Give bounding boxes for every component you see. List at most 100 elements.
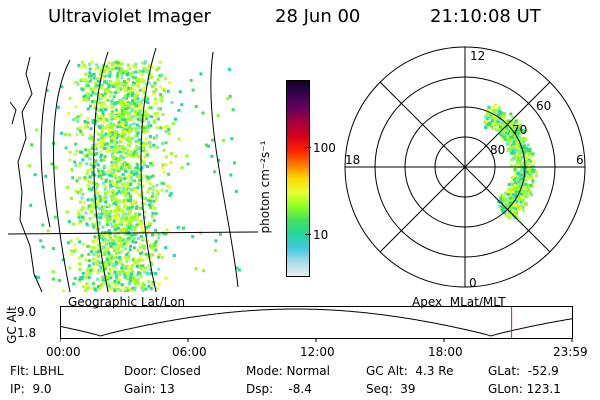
emission-pixel: [102, 147, 106, 150]
emission-pixel: [141, 78, 144, 82]
emission-pixel: [120, 109, 124, 113]
emission-pixel: [123, 110, 127, 113]
emission-pixel: [130, 94, 134, 97]
emission-pixel: [115, 287, 119, 291]
emission-pixel: [498, 109, 501, 113]
emission-pixel: [132, 152, 136, 156]
emission-pixel: [110, 171, 114, 175]
emission-pixel: [490, 113, 494, 117]
emission-pixel: [120, 112, 124, 116]
emission-pixel: [103, 95, 107, 99]
emission-pixel: [147, 264, 151, 268]
emission-pixel: [119, 228, 123, 232]
emission-pixel: [106, 277, 110, 281]
emission-pixel: [132, 277, 136, 281]
emission-pixel: [76, 82, 80, 86]
emission-pixel: [155, 125, 159, 129]
emission-pixel: [140, 149, 144, 152]
emission-pixel: [73, 152, 77, 156]
emission-pixel: [172, 254, 176, 257]
emission-pixel: [87, 180, 91, 184]
emission-pixel: [121, 210, 125, 214]
emission-pixel: [90, 147, 94, 150]
emission-pixel: [97, 244, 101, 247]
emission-pixel: [128, 126, 131, 130]
emission-pixel: [101, 277, 105, 281]
emission-pixel: [146, 175, 150, 179]
emission-pixel: [109, 194, 113, 198]
emission-pixel: [89, 250, 93, 253]
emission-pixel: [128, 208, 132, 212]
emission-pixel: [100, 108, 104, 112]
emission-pixel: [111, 137, 114, 141]
emission-pixel: [154, 244, 158, 248]
emission-pixel: [93, 76, 96, 80]
emission-pixel: [139, 235, 143, 239]
emission-pixel: [87, 264, 91, 268]
emission-pixel: [517, 124, 520, 128]
emission-pixel: [139, 275, 143, 279]
emission-pixel: [83, 86, 87, 90]
emission-pixel: [117, 158, 121, 162]
emission-pixel: [139, 264, 143, 268]
emission-pixel: [517, 152, 521, 156]
emission-pixel: [528, 190, 532, 194]
emission-pixel: [515, 209, 519, 213]
emission-pixel: [213, 249, 217, 252]
emission-pixel: [130, 136, 134, 140]
emission-pixel: [91, 143, 95, 147]
emission-pixel: [233, 161, 236, 165]
emission-pixel: [143, 215, 147, 219]
emission-pixel: [512, 147, 516, 151]
emission-pixel: [36, 276, 40, 279]
emission-pixel: [99, 84, 103, 88]
emission-pixel: [161, 112, 165, 116]
geographic-caption: Geographic Lat/Lon: [68, 295, 186, 309]
emission-pixel: [141, 79, 145, 83]
emission-pixel: [102, 158, 106, 162]
emission-pixel: [143, 60, 147, 64]
emission-pixel: [146, 198, 150, 202]
emission-pixel: [86, 184, 90, 188]
emission-pixel: [110, 139, 114, 143]
emission-pixel: [492, 109, 496, 112]
emission-pixel: [524, 182, 527, 186]
emission-pixel: [178, 90, 182, 94]
emission-pixel: [211, 138, 215, 142]
emission-pixel: [125, 120, 129, 124]
emission-pixel: [85, 268, 89, 272]
emission-pixel: [164, 141, 168, 145]
emission-pixel: [127, 192, 131, 196]
emission-pixel: [152, 199, 156, 203]
emission-pixel: [165, 189, 169, 193]
emission-pixel: [513, 188, 516, 192]
emission-pixel: [120, 241, 124, 245]
emission-pixel: [97, 212, 101, 216]
emission-pixel: [497, 106, 501, 110]
emission-pixel: [132, 216, 136, 220]
emission-pixel: [74, 189, 78, 193]
emission-pixel: [101, 169, 105, 173]
emission-pixel: [115, 275, 119, 279]
emission-pixel: [133, 150, 137, 154]
emission-pixel: [125, 128, 129, 132]
emission-pixel: [118, 272, 122, 276]
emission-pixel: [91, 120, 95, 124]
emission-pixel: [516, 172, 520, 175]
colorbar-unit-label: photon cm⁻²s⁻¹: [258, 140, 272, 234]
emission-pixel: [144, 125, 148, 129]
emission-pixel: [102, 240, 106, 244]
emission-pixel: [90, 198, 94, 202]
emission-pixel: [120, 81, 124, 85]
emission-pixel: [92, 240, 95, 244]
emission-pixel: [98, 97, 101, 101]
emission-pixel: [513, 176, 517, 179]
emission-pixel: [127, 230, 131, 234]
emission-pixel: [113, 141, 117, 145]
emission-pixel: [500, 199, 504, 203]
emission-pixel: [528, 176, 532, 179]
emission-pixel: [132, 246, 136, 250]
emission-pixel: [138, 125, 142, 129]
emission-pixel: [522, 180, 526, 184]
emission-pixel: [73, 243, 76, 247]
